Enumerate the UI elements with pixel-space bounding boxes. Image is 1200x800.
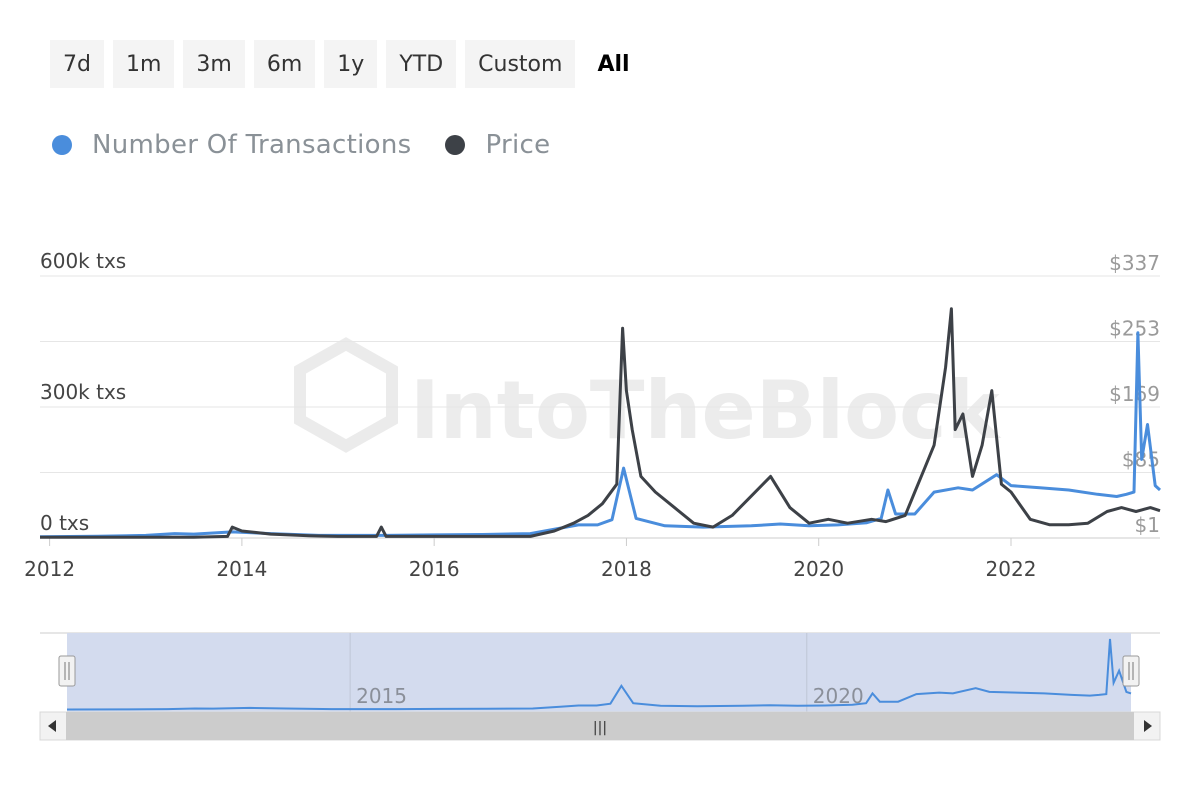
range-button-ytd[interactable]: YTD	[386, 40, 457, 88]
y-left-tick-label: 300k txs	[40, 380, 126, 404]
x-tick-label: 2012	[24, 557, 75, 581]
watermark-text: IntoTheBlock	[410, 364, 1001, 457]
range-button-1m[interactable]: 1m	[112, 40, 175, 88]
y-left-tick-label: 0 txs	[40, 511, 89, 535]
y-right-tick-label: $253	[1109, 317, 1160, 341]
legend-item-transactions[interactable]: Number Of Transactions	[52, 130, 411, 160]
range-button-custom[interactable]: Custom	[465, 40, 576, 88]
legend-item-price[interactable]: Price	[445, 130, 550, 160]
navigator-label: 2015	[356, 684, 407, 708]
navigator-handle-left[interactable]	[58, 655, 76, 687]
watermark: IntoTheBlock	[294, 337, 1001, 457]
watermark-logo-icon	[294, 337, 398, 453]
y-right-tick-label: $1	[1135, 513, 1160, 537]
legend-dot-transactions	[52, 135, 72, 155]
scrollbar-thumb[interactable]	[66, 712, 1134, 740]
handle-body	[1122, 655, 1140, 687]
legend-dot-price	[445, 135, 466, 155]
navigator-selection	[67, 633, 1131, 712]
range-button-7d[interactable]: 7d	[50, 40, 104, 88]
handle-body	[58, 655, 76, 687]
y-right-tick-label: $337	[1109, 251, 1160, 275]
scrollbar-grip-icon: |||	[593, 720, 607, 736]
x-tick-label: 2022	[986, 557, 1037, 581]
navigator-series-line	[66, 638, 1132, 711]
range-button-6m[interactable]: 6m	[253, 40, 316, 88]
x-tick-label: 2018	[601, 557, 652, 581]
range-button-1y[interactable]: 1y	[324, 40, 378, 88]
x-tick-label: 2014	[216, 557, 267, 581]
x-tick-label: 2016	[409, 557, 460, 581]
legend-label-transactions: Number Of Transactions	[92, 130, 412, 160]
scrollbar: |||	[39, 711, 1161, 741]
x-tick-label: 2020	[793, 557, 844, 581]
y-right-tick-label: $169	[1109, 382, 1160, 406]
scroll-right-arrow-icon[interactable]	[1144, 720, 1152, 732]
scroll-left-arrow-icon[interactable]	[48, 720, 56, 732]
range-button-all[interactable]: All	[584, 40, 642, 88]
range-button-3m[interactable]: 3m	[183, 40, 245, 88]
legend: Number Of Transactions Price	[52, 130, 550, 160]
navigator-handle-right[interactable]	[1122, 655, 1140, 687]
range-selector: 7d 1m 3m 6m 1y YTD Custom All	[50, 40, 643, 88]
legend-label-price: Price	[485, 130, 551, 160]
y-left-tick-label: 600k txs	[40, 249, 126, 273]
series-line-price	[40, 307, 1161, 539]
